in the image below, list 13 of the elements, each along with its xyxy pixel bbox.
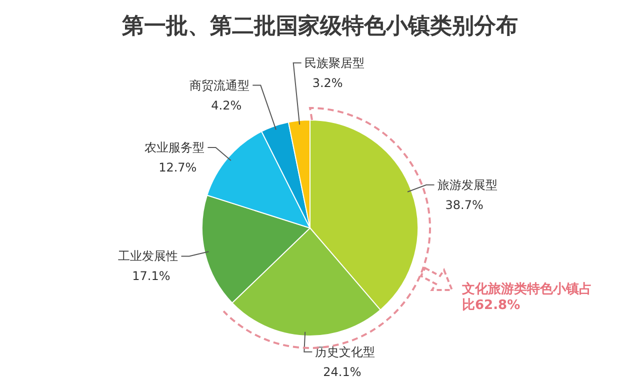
chart-title: 第一批、第二批国家级特色小镇类别分布: [121, 13, 518, 39]
slice-label: 旅游发展型: [437, 178, 498, 192]
data-label: 3.2%: [312, 76, 343, 90]
data-label: 17.1%: [132, 269, 170, 284]
slice-label: 农业服务型: [144, 140, 205, 154]
data-label: 12.7%: [158, 160, 197, 174]
slice-label: 商贸流通型: [190, 78, 250, 92]
data-label: 24.1%: [323, 364, 362, 379]
annotation: 文化旅游类特色小镇占比62.8%: [462, 282, 593, 314]
slice-label: 工业发展性: [118, 249, 178, 264]
data-label: 38.7%: [445, 198, 484, 212]
data-label: 4.2%: [211, 98, 242, 112]
slice-label: 民族聚居型: [304, 56, 364, 70]
